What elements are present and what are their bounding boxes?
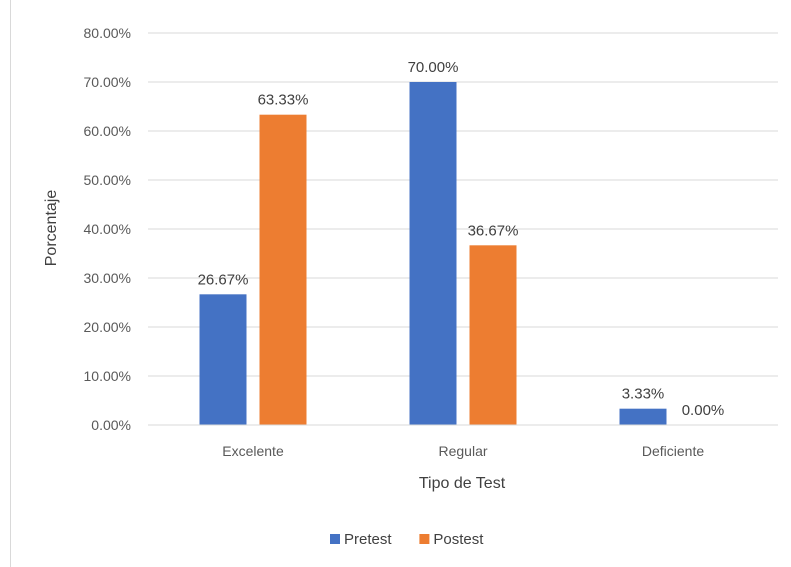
bar-pretest [409,82,457,425]
y-tick-label: 30.00% [84,270,131,286]
y-tick-label: 40.00% [84,221,131,237]
x-tick-label: Regular [438,443,487,459]
bar-postest [259,114,307,426]
bar-pretest [199,294,247,425]
legend-swatch-pretest [330,534,340,544]
y-tick-label: 70.00% [84,74,131,90]
y-tick-label: 20.00% [84,319,131,335]
y-tick-label: 50.00% [84,172,131,188]
y-tick-label: 80.00% [84,25,131,41]
bar-postest [469,245,517,425]
chart-frame [10,0,791,567]
legend-label-pretest: Pretest [344,531,392,548]
y-tick-label: 0.00% [91,417,131,433]
y-tick-label: 10.00% [84,368,131,384]
legend-swatch-postest [419,534,430,544]
data-label: 3.33% [622,386,665,403]
x-tick-label: Excelente [222,443,284,459]
data-label: 0.00% [682,402,725,419]
legend-label-postest: Postest [433,531,484,548]
x-tick-label: Deficiente [642,443,704,459]
bar-pretest [619,408,667,425]
data-label: 26.67% [198,271,249,288]
data-label: 36.67% [468,222,519,239]
y-tick-label: 60.00% [84,123,131,139]
data-label: 63.33% [258,92,309,109]
y-axis-title: Porcentaje [43,190,60,267]
x-axis-title: Tipo de Test [419,475,506,492]
data-label: 70.00% [408,59,459,76]
